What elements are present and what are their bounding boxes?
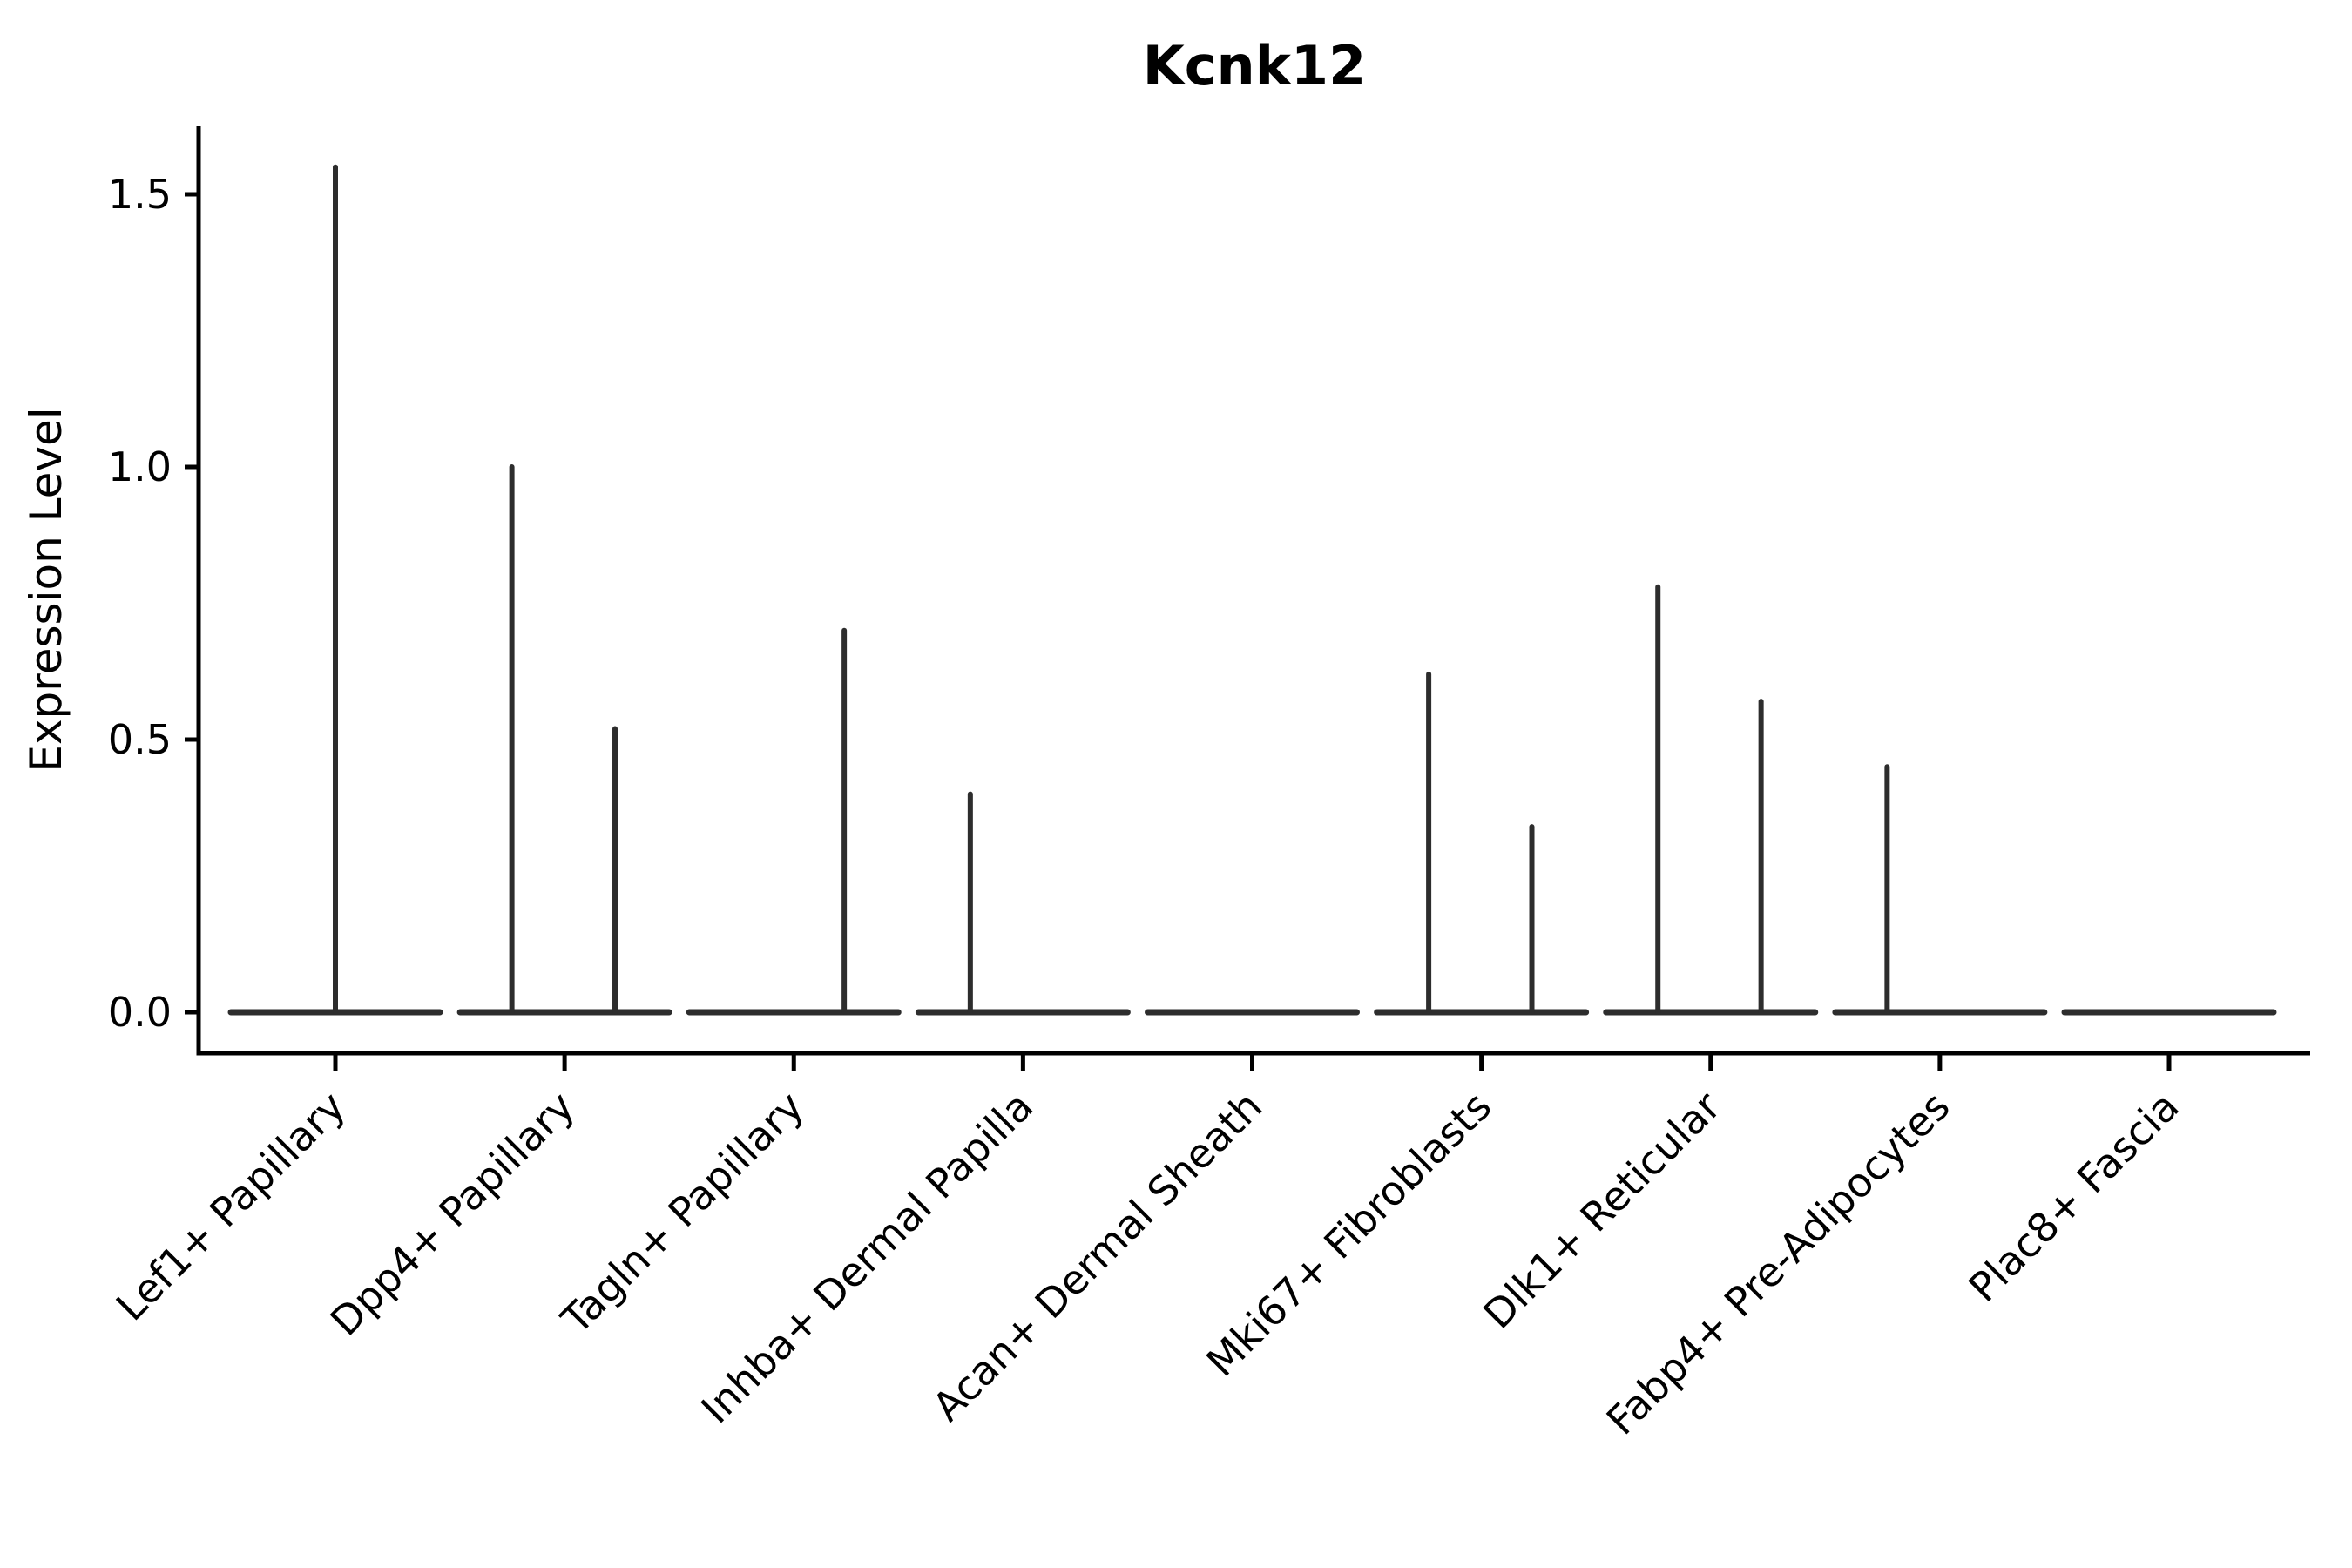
chart-title: Kcnk12 bbox=[1143, 34, 1366, 98]
violin bbox=[1603, 584, 1819, 1016]
y-tick-label: 0.5 bbox=[108, 716, 172, 763]
y-axis-ticks: 0.0 0.5 1.0 1.5 bbox=[108, 171, 199, 1036]
y-tick-label: 1.0 bbox=[108, 443, 172, 490]
y-tick-label: 1.5 bbox=[108, 171, 172, 218]
violins-layer bbox=[227, 164, 2277, 1016]
x-tick-label: Tagln+ Papillary bbox=[551, 1083, 813, 1344]
x-tick-label: Lef1+ Papillary bbox=[107, 1083, 355, 1330]
y-axis-label: Expression Level bbox=[21, 407, 71, 772]
x-tick-label: Dlk1+ Reticular bbox=[1474, 1083, 1729, 1338]
x-tick-label: Dpp4+ Papillary bbox=[321, 1083, 584, 1345]
violin bbox=[1374, 671, 1590, 1016]
violin bbox=[1832, 764, 2048, 1016]
violin bbox=[456, 464, 672, 1016]
y-tick-label: 0.0 bbox=[108, 989, 172, 1036]
violin bbox=[227, 164, 443, 1016]
violin bbox=[915, 791, 1131, 1016]
violin bbox=[686, 627, 902, 1016]
x-tick-label: Plac8+ Fascia bbox=[1959, 1083, 2187, 1311]
